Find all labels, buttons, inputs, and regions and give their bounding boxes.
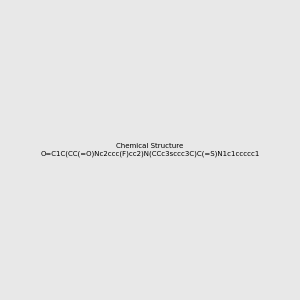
Text: Chemical Structure
O=C1C(CC(=O)Nc2ccc(F)cc2)N(CCc3sccc3C)C(=S)N1c1ccccc1: Chemical Structure O=C1C(CC(=O)Nc2ccc(F)…	[40, 143, 260, 157]
